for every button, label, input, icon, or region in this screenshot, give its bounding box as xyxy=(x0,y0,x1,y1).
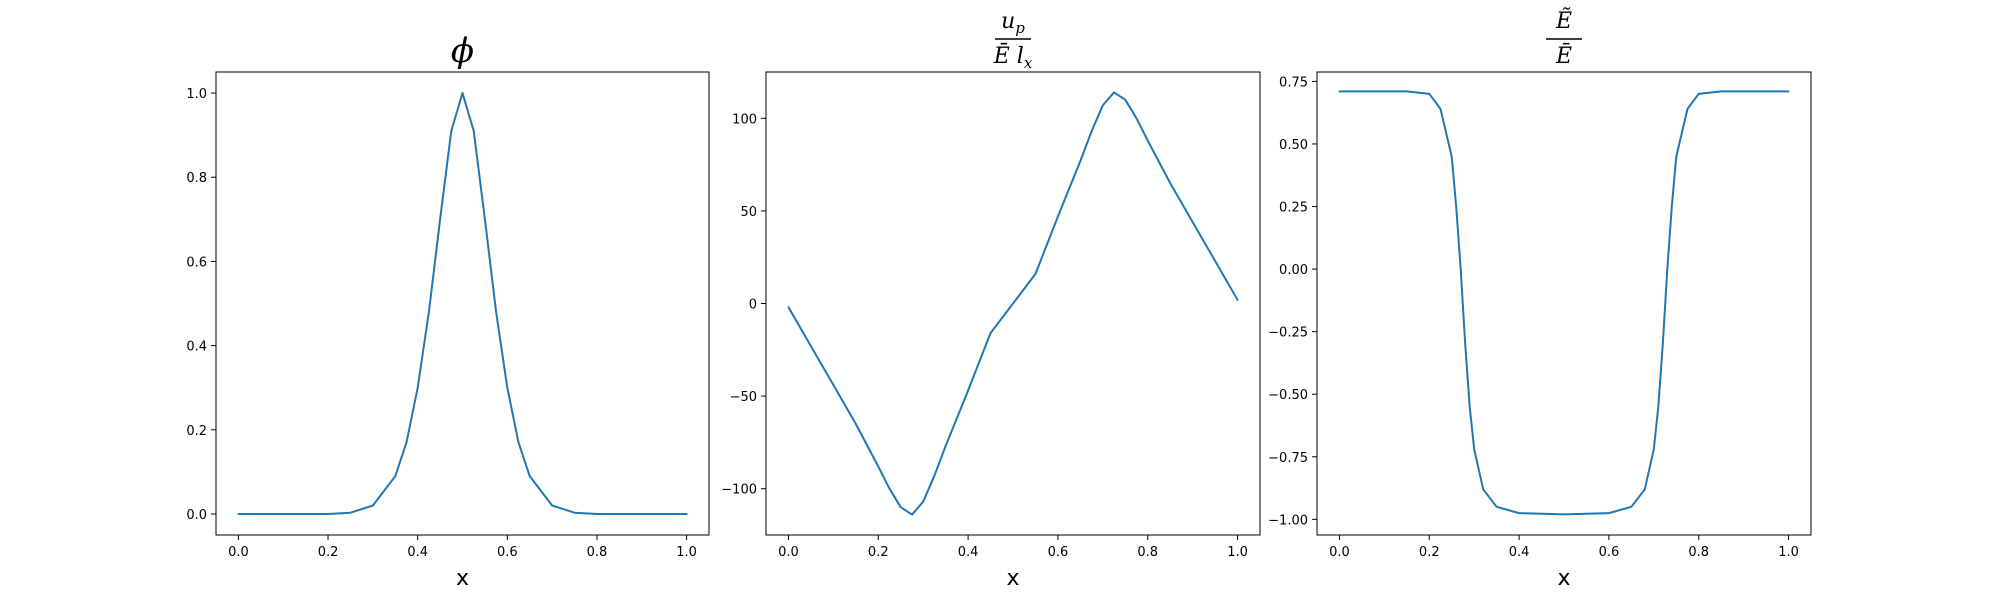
x-tick-label: 0.2 xyxy=(318,545,339,560)
x-tick-label: 1.0 xyxy=(1227,545,1248,560)
y-tick-label: −0.75 xyxy=(1268,451,1308,466)
y-tick-label: 0.75 xyxy=(1279,75,1308,90)
x-tick-label: 0.6 xyxy=(1599,545,1620,560)
y-tick-label: −0.25 xyxy=(1268,326,1308,341)
chart-panel-2: 0.0 0.2 0.4 0.6 0.8 1.0 −100 −50 0 50 100 x up Ē lx xyxy=(721,9,1261,591)
y-tick-label: 0 xyxy=(749,298,757,313)
y-tick-label: −100 xyxy=(721,483,757,498)
y-tick-label: 0.00 xyxy=(1279,263,1308,278)
series-line xyxy=(1338,90,1790,516)
series-line xyxy=(787,91,1239,516)
y-tick-label: 50 xyxy=(740,205,757,220)
x-tick-label: 0.6 xyxy=(1048,545,1069,560)
x-tick-label: 0.2 xyxy=(868,545,889,560)
x-tick-label: 0.6 xyxy=(497,545,518,560)
x-tick-label: 0.8 xyxy=(1688,545,1709,560)
y-tick-label: 0.8 xyxy=(186,171,207,186)
x-tick-label: 0.0 xyxy=(1329,545,1350,560)
x-tick-label: 1.0 xyxy=(1778,545,1799,560)
chart-title: ẼĒ xyxy=(1546,6,1582,69)
y-tick-label: 0.4 xyxy=(186,340,207,355)
x-axis-label: x xyxy=(1006,566,1019,591)
plot-frame xyxy=(1316,71,1812,536)
x-tick-label: 0.4 xyxy=(958,545,979,560)
chart-panel-1: 0.0 0.2 0.4 0.6 0.8 1.0 0.0 0.2 0.4 0.6 0.8 1.0 x ϕ xyxy=(186,31,710,591)
y-tick-label: 0.0 xyxy=(186,508,207,523)
x-tick-label: 0.4 xyxy=(1509,545,1530,560)
x-tick-label: 0.8 xyxy=(587,545,608,560)
x-tick-label: 0.0 xyxy=(228,545,249,560)
chart-title: up Ē lx xyxy=(993,9,1033,72)
x-tick-label: 0.0 xyxy=(778,545,799,560)
plot-frame xyxy=(215,71,710,536)
x-tick-label: 0.2 xyxy=(1419,545,1440,560)
y-tick-label: −50 xyxy=(730,390,757,405)
x-axis-label: x xyxy=(456,566,469,591)
chart-panel-3: 0.0 0.2 0.4 0.6 0.8 1.0 −1.00 −0.75 −0.50 −0.25 0.… xyxy=(1268,6,1812,591)
y-tick-label: 0.6 xyxy=(186,255,207,270)
y-tick-label: −1.00 xyxy=(1268,513,1308,528)
chart-title: ϕ xyxy=(451,31,474,71)
x-tick-label: 0.4 xyxy=(407,545,428,560)
y-tick-label: 0.25 xyxy=(1279,201,1308,216)
y-tick-label: 1.0 xyxy=(186,87,207,102)
y-tick-label: 0.2 xyxy=(186,424,207,439)
y-tick-label: 100 xyxy=(732,112,757,127)
series-line xyxy=(237,92,688,515)
title-denominator: Ē lx xyxy=(993,43,1033,72)
x-axis-label: x xyxy=(1557,566,1570,591)
x-tick-label: 1.0 xyxy=(676,545,697,560)
x-tick-label: 0.8 xyxy=(1137,545,1158,560)
y-tick-label: 0.50 xyxy=(1279,138,1308,153)
title-numerator: up xyxy=(1001,9,1025,37)
title-numerator: Ẽ xyxy=(1555,6,1572,34)
title-denominator: Ē xyxy=(1555,43,1572,69)
y-tick-label: −0.50 xyxy=(1268,388,1308,403)
